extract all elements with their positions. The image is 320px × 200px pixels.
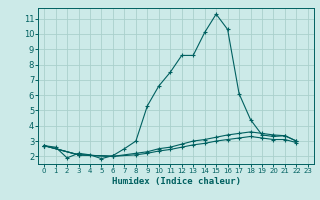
X-axis label: Humidex (Indice chaleur): Humidex (Indice chaleur) [111,177,241,186]
